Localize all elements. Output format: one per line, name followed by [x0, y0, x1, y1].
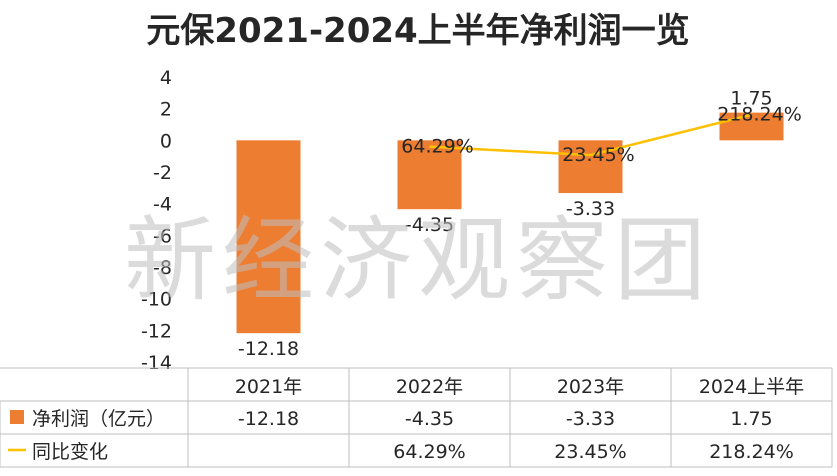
bar-series: -12.18 -4.35 -3.33 1.75 — [236, 88, 784, 360]
bar-data-label: 1.75 — [730, 88, 772, 110]
y-tick-label: 2 — [160, 99, 172, 121]
table-cell: -12.18 — [238, 408, 299, 430]
y-tick-label: 0 — [160, 130, 172, 152]
data-table: 2021年 2022年 2023年 2024上半年净利润（亿元） 同比变化 -12.18 -… — [0, 367, 833, 468]
bar-data-label: -4.35 — [405, 214, 454, 236]
y-tick-label: 4 — [160, 67, 172, 89]
watermark: 新经济观察团 — [124, 207, 712, 314]
x-tick-label: 2022年 — [396, 376, 463, 398]
table-cell: 64.29% — [393, 441, 465, 463]
chart-title: 元保2021-2024上半年净利润一览 — [146, 11, 689, 51]
line-data-label: 218.24% — [717, 104, 802, 126]
line-data-label: 64.29% — [401, 136, 473, 158]
y-tick-label: -10 — [141, 289, 172, 311]
bar-data-label: -12.18 — [238, 338, 299, 360]
y-tick-label: -12 — [141, 320, 172, 342]
x-tick-label: 2024上半年 — [699, 376, 804, 398]
x-tick-label: 2023年 — [557, 376, 624, 398]
bar-data-label: -3.33 — [566, 198, 615, 220]
y-tick-label: -6 — [153, 225, 172, 247]
line-data-label: 23.45% — [562, 144, 634, 166]
y-tick-label: -2 — [153, 162, 172, 184]
y-tick-label: -4 — [153, 194, 172, 216]
bar — [397, 140, 462, 210]
y-tick-label: -14 — [141, 352, 172, 374]
bar — [236, 140, 301, 334]
legend-key-bars — [10, 410, 24, 424]
table-cell: 23.45% — [554, 441, 626, 463]
legend-label: 同比变化 — [32, 441, 108, 463]
table-cell: -3.33 — [566, 408, 615, 430]
bar — [719, 112, 784, 141]
table-cell: -4.35 — [405, 408, 454, 430]
y-tick-label: -8 — [153, 257, 172, 279]
line-series: 64.29% 23.45% 218.24% — [401, 104, 802, 166]
table-cell: 218.24% — [709, 441, 794, 463]
table-cell: 1.75 — [730, 408, 772, 430]
x-tick-label: 2021年 — [235, 376, 302, 398]
legend-label: 净利润（亿元） — [32, 408, 165, 430]
